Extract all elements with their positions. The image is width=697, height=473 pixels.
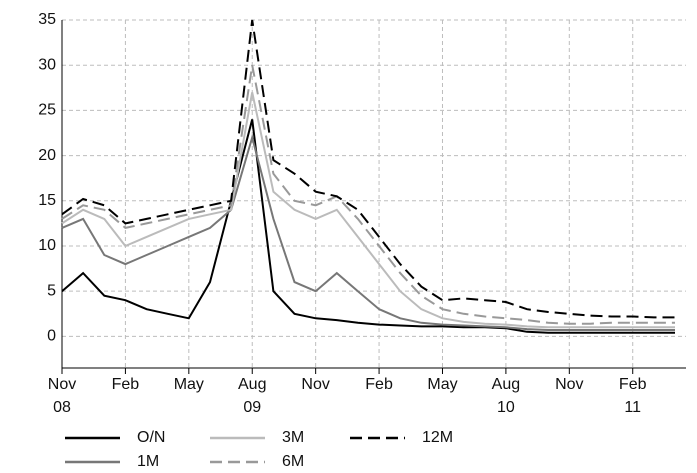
series-line: [61, 92, 675, 329]
series-line: [61, 133, 675, 331]
legend-label: 1M: [137, 453, 159, 470]
y-tick-label: 15: [38, 192, 56, 209]
x-year-label: 09: [243, 399, 261, 416]
y-tick-label: 10: [38, 237, 56, 254]
x-tick-label: Feb: [112, 376, 140, 393]
y-tick-label: 5: [47, 282, 56, 299]
series-line: [61, 19, 675, 319]
x-tick-label: Nov: [555, 376, 583, 393]
legend-label: 12M: [422, 429, 453, 446]
y-tick-label: 25: [38, 102, 56, 119]
y-tick-label: 20: [38, 147, 56, 164]
x-tick-label: Feb: [365, 376, 393, 393]
x-tick-label: Aug: [492, 376, 520, 393]
series-line: [61, 65, 675, 325]
y-tick-label: 35: [38, 11, 56, 28]
x-tick-label: Nov: [48, 376, 76, 393]
series-line: [61, 119, 675, 334]
legend-label: O/N: [137, 429, 165, 446]
x-tick-label: Aug: [238, 376, 266, 393]
x-tick-label: May: [174, 376, 204, 393]
x-year-label: 11: [624, 399, 641, 416]
y-tick-label: 0: [47, 328, 56, 345]
y-tick-label: 30: [38, 56, 56, 73]
legend-label: 6M: [282, 453, 304, 470]
x-year-label: 08: [53, 399, 71, 416]
legend-label: 3M: [282, 429, 304, 446]
x-year-label: 10: [497, 399, 515, 416]
x-tick-label: Nov: [301, 376, 329, 393]
x-tick-label: May: [427, 376, 457, 393]
x-tick-label: Feb: [619, 376, 647, 393]
